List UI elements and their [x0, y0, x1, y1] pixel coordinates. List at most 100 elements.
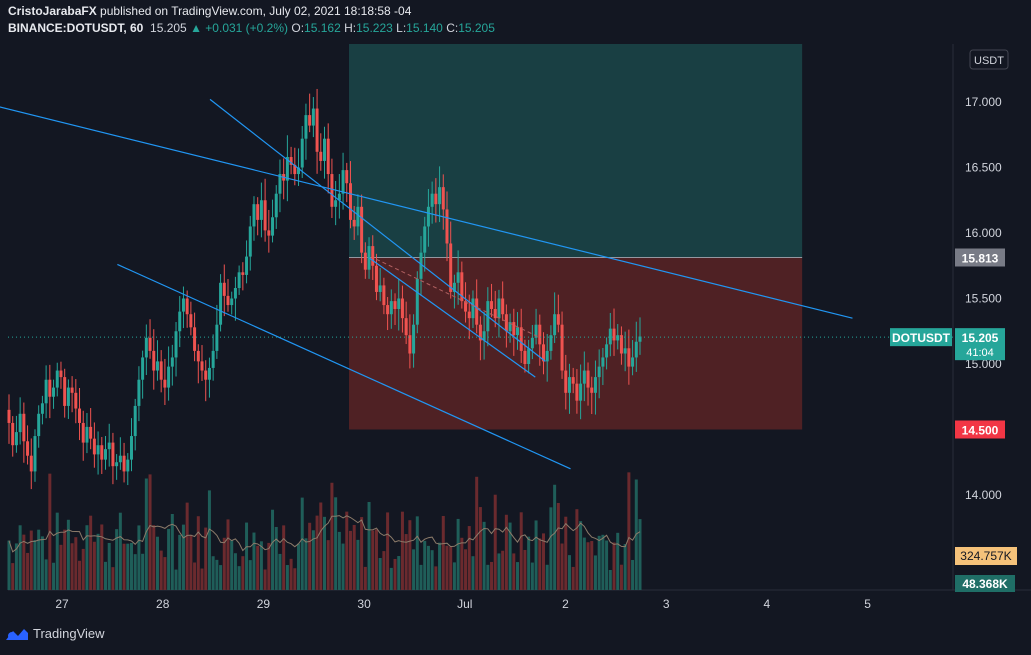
- candle-body: [382, 285, 386, 306]
- volume-bar: [619, 564, 623, 590]
- candle: [445, 191, 449, 262]
- candle-body: [452, 282, 456, 292]
- volume-bar: [412, 549, 416, 590]
- candle-body: [59, 370, 63, 378]
- candle: [400, 285, 404, 333]
- volume-bar: [233, 553, 237, 590]
- candle: [267, 209, 271, 253]
- candle: [631, 340, 635, 376]
- high-label: H:: [344, 21, 357, 35]
- candle-body: [460, 272, 464, 302]
- volume-bar: [501, 550, 505, 590]
- volume-bar: [152, 525, 156, 590]
- volume-bar: [271, 509, 275, 590]
- candle-body: [378, 285, 382, 292]
- volume-bar: [226, 519, 230, 590]
- candle: [348, 161, 352, 229]
- candle-body: [419, 252, 423, 279]
- candle-body: [271, 217, 275, 236]
- candle-body: [348, 183, 352, 220]
- volume-bar: [92, 541, 96, 590]
- candle: [66, 379, 70, 419]
- candle-body: [363, 252, 367, 270]
- candle: [475, 279, 479, 334]
- volume-bar: [389, 567, 393, 590]
- tradingview-footer[interactable]: TradingView: [6, 626, 105, 641]
- volume-bar: [256, 545, 260, 590]
- candle-body: [248, 226, 252, 257]
- volume-bar: [493, 494, 497, 590]
- candle: [189, 301, 193, 336]
- candle-body: [564, 370, 568, 393]
- volume-bar: [137, 525, 141, 590]
- candle: [541, 332, 545, 375]
- candle-body: [211, 350, 215, 368]
- volume-bar: [545, 564, 549, 590]
- candle-body: [374, 265, 378, 292]
- volume-bar: [419, 564, 423, 590]
- candle: [144, 324, 148, 376]
- volume-bar: [352, 524, 356, 590]
- volume-bar: [174, 569, 178, 590]
- volume-bar: [29, 530, 33, 590]
- candle: [456, 250, 460, 305]
- symbol-tag-box: [890, 328, 952, 347]
- candle-body: [612, 328, 616, 341]
- author-name[interactable]: CristoJarabaFX: [8, 4, 97, 18]
- volume-bar: [549, 507, 553, 590]
- candle-body: [534, 324, 538, 338]
- candle-body: [241, 272, 245, 275]
- candle-body: [78, 408, 82, 423]
- volume-bar: [560, 543, 564, 590]
- volume-bar: [638, 519, 642, 590]
- volume-bar: [11, 563, 15, 590]
- candle-body: [430, 193, 434, 207]
- volume-bar: [63, 529, 67, 590]
- candle-body: [467, 311, 471, 319]
- volume-bar: [44, 559, 48, 590]
- candle-body: [360, 206, 364, 253]
- publish-line: CristoJarabaFX published on TradingView.…: [8, 4, 411, 18]
- volume-bar: [133, 554, 137, 590]
- volume-bar: [126, 543, 130, 590]
- volume-bar: [378, 557, 382, 590]
- entry-price-box: [955, 248, 1005, 267]
- candle: [185, 290, 189, 328]
- candle-body: [426, 206, 430, 227]
- candle-body: [170, 357, 174, 367]
- volume-bar: [345, 511, 349, 590]
- candle-body: [163, 379, 167, 388]
- stop-price-box: [955, 420, 1005, 439]
- volume-bar: [441, 515, 445, 590]
- candle: [70, 376, 74, 413]
- candle-body: [29, 455, 33, 472]
- candle-body: [567, 377, 571, 393]
- candle: [44, 365, 48, 419]
- candle-body: [608, 328, 612, 345]
- candle: [271, 199, 275, 243]
- candle: [586, 362, 590, 406]
- candle-body: [493, 308, 497, 319]
- candle-body: [126, 459, 130, 472]
- candle: [579, 364, 583, 420]
- volume-bar: [534, 520, 538, 590]
- candle-body: [55, 370, 59, 388]
- candle-body: [397, 298, 401, 309]
- x-tick-label: 30: [357, 597, 371, 611]
- symbol-label[interactable]: BINANCE:DOTUSDT, 60: [8, 21, 144, 35]
- volume-bar: [586, 542, 590, 590]
- candle: [282, 158, 286, 200]
- candle: [363, 242, 367, 279]
- y-tick-label: 15.500: [965, 292, 1002, 306]
- trendline: [0, 106, 853, 319]
- candle: [508, 313, 512, 343]
- volume-bar: [627, 472, 631, 590]
- volume-bar: [144, 478, 148, 590]
- candle-body: [252, 204, 256, 227]
- volume-bar: [486, 564, 490, 590]
- volume-bar: [415, 516, 419, 590]
- volume-bar: [219, 565, 223, 590]
- candle: [593, 360, 597, 415]
- candle-body: [326, 138, 330, 175]
